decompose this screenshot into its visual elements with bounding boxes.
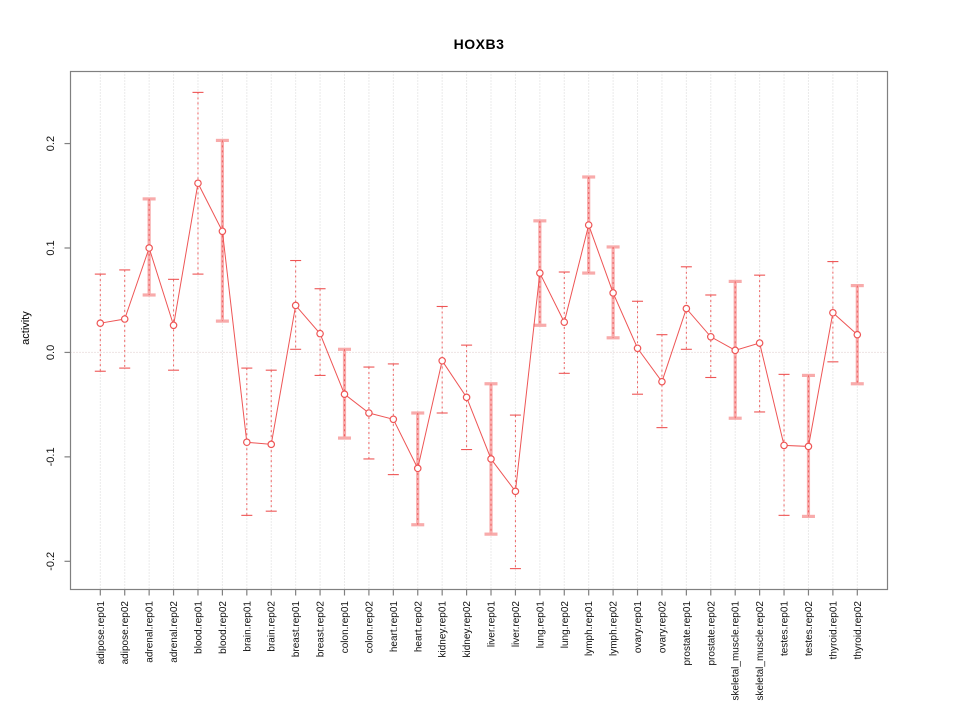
data-point [560, 318, 569, 326]
data-point [853, 330, 862, 339]
x-tick-label: colon.rep01 [340, 601, 351, 654]
data-point [267, 440, 276, 449]
data-point [804, 442, 813, 451]
x-tick-label: adrenal.rep01 [145, 601, 156, 663]
data-point [462, 393, 471, 402]
data-point [96, 319, 105, 327]
data-point [829, 308, 837, 317]
x-tick-label: lung.rep02 [560, 601, 571, 649]
x-tick-label: liver.rep01 [487, 601, 498, 648]
data-point [120, 315, 129, 323]
x-tick-label: ovary.rep01 [633, 601, 644, 654]
x-tick-label: adipose.rep01 [96, 601, 107, 665]
x-tick-label: heart.rep02 [413, 601, 424, 653]
series-line [100, 181, 858, 493]
x-tick-label: blood.rep01 [193, 601, 204, 654]
x-tick-label: liver.rep02 [511, 601, 522, 648]
x-tick-label: lung.rep01 [535, 601, 546, 649]
data-point [340, 390, 349, 399]
data-point [194, 179, 202, 188]
x-tick-label: kidney.rep02 [462, 601, 473, 658]
data-point [731, 346, 740, 355]
x-tick-label: brain.rep01 [242, 601, 253, 652]
data-point [658, 377, 666, 386]
x-tick-label: skeletal_muscle.rep01 [731, 601, 742, 701]
data-point [291, 301, 300, 310]
x-tick-label: lymph.rep01 [584, 601, 595, 656]
data-point [389, 415, 398, 424]
data-point [438, 356, 446, 365]
x-tick-label: brain.rep02 [267, 601, 278, 652]
x-tick-label: breast.rep01 [291, 601, 302, 658]
x-tick-label: heart.rep01 [389, 601, 400, 653]
y-tick-label: 0.2 [45, 136, 57, 151]
data-point [413, 464, 422, 473]
y-tick-label: -0.2 [45, 552, 57, 571]
data-point [536, 269, 544, 277]
data-point [755, 339, 764, 347]
data-point [487, 455, 495, 463]
x-tick-label: testes.rep01 [780, 601, 791, 656]
data-point [243, 438, 251, 447]
x-tick-label: prostate.rep02 [706, 601, 717, 666]
data-point [365, 409, 373, 417]
x-tick-label: ovary.rep02 [657, 601, 668, 654]
x-tick-label: breast.rep02 [316, 601, 327, 658]
data-point [145, 244, 153, 252]
data-point [218, 227, 227, 236]
x-tick-label: kidney.rep01 [438, 601, 449, 658]
x-tick-label: thyroid.rep02 [853, 601, 864, 660]
data-point [511, 487, 520, 496]
x-tick-label: lymph.rep02 [609, 601, 620, 656]
data-point [316, 329, 324, 338]
x-tick-label: prostate.rep01 [682, 601, 693, 666]
y-tick-label: 0.0 [45, 345, 57, 360]
x-tick-label: blood.rep02 [218, 601, 229, 654]
y-axis-label: activity [20, 311, 32, 345]
x-tick-label: colon.rep02 [364, 601, 375, 654]
x-tick-label: skeletal_muscle.rep02 [755, 601, 766, 701]
x-tick-label: thyroid.rep01 [828, 601, 839, 660]
x-tick-label: testes.rep02 [804, 601, 815, 656]
data-point [633, 344, 642, 353]
plot-frame [69, 70, 889, 591]
y-tick-label: 0.1 [45, 240, 57, 255]
data-point [682, 304, 691, 313]
data-point [609, 289, 617, 297]
x-tick-label: adrenal.rep02 [169, 601, 180, 663]
chart-title: HOXB3 [453, 36, 505, 52]
data-point [169, 321, 178, 330]
x-tick-label: adipose.rep02 [120, 601, 131, 665]
y-tick-label: -0.1 [45, 447, 57, 466]
data-point [584, 221, 593, 229]
data-point [706, 332, 715, 341]
data-point [780, 441, 788, 450]
